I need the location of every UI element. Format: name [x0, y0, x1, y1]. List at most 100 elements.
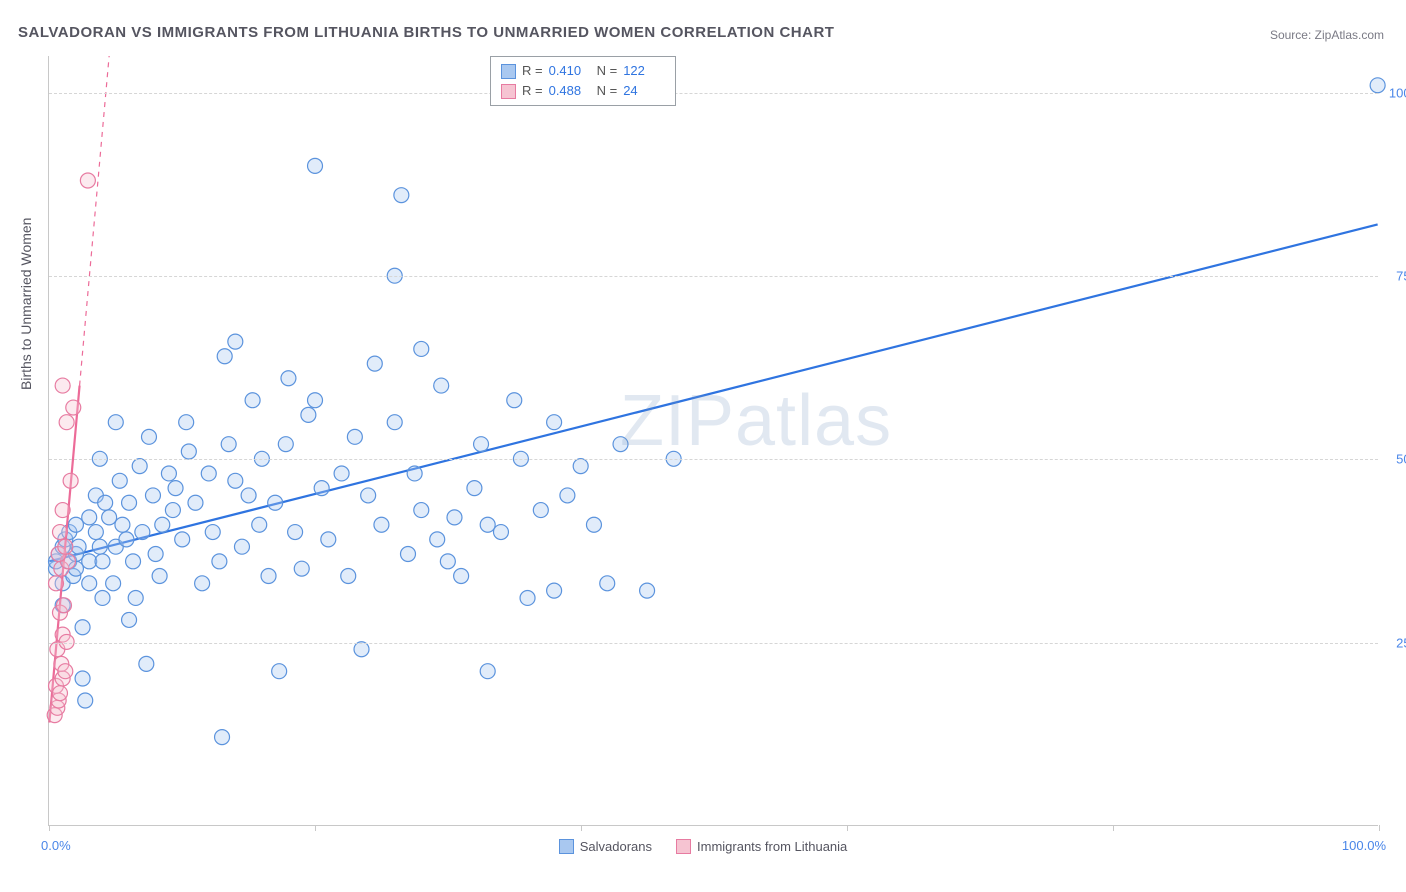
data-point-salvadorans: [454, 569, 469, 584]
data-point-salvadorans: [414, 341, 429, 356]
data-point-salvadorans: [82, 576, 97, 591]
data-point-salvadorans: [520, 590, 535, 605]
data-point-salvadorans: [354, 642, 369, 657]
data-point-salvadorans: [507, 393, 522, 408]
data-point-salvadorans: [119, 532, 134, 547]
data-point-lithuania: [80, 173, 95, 188]
data-point-salvadorans: [474, 437, 489, 452]
data-point-salvadorans: [374, 517, 389, 532]
data-point-salvadorans: [414, 503, 429, 518]
data-point-salvadorans: [68, 517, 83, 532]
data-point-salvadorans: [165, 503, 180, 518]
data-point-salvadorans: [480, 517, 495, 532]
data-point-salvadorans: [228, 473, 243, 488]
x-tick: [49, 825, 50, 831]
data-point-salvadorans: [175, 532, 190, 547]
data-point-salvadorans: [195, 576, 210, 591]
y-tick-label: 25.0%: [1396, 635, 1406, 650]
gridline-h: [49, 459, 1378, 460]
data-point-salvadorans: [155, 517, 170, 532]
data-point-salvadorans: [573, 459, 588, 474]
data-point-salvadorans: [261, 569, 276, 584]
data-point-salvadorans: [168, 481, 183, 496]
y-tick-label: 100.0%: [1389, 85, 1406, 100]
legend-N-label: N =: [597, 81, 618, 101]
legend-stat-row: R =0.488N =24: [501, 81, 665, 101]
gridline-h: [49, 276, 1378, 277]
data-point-salvadorans: [212, 554, 227, 569]
x-tick: [581, 825, 582, 831]
data-point-salvadorans: [98, 495, 113, 510]
legend-swatch: [501, 84, 516, 99]
data-point-salvadorans: [281, 371, 296, 386]
data-point-lithuania: [58, 539, 73, 554]
data-point-salvadorans: [347, 429, 362, 444]
legend-series-label: Salvadorans: [580, 839, 652, 854]
legend-item: Salvadorans: [559, 839, 652, 854]
data-point-salvadorans: [341, 569, 356, 584]
data-point-salvadorans: [75, 671, 90, 686]
data-point-salvadorans: [95, 590, 110, 605]
data-point-salvadorans: [135, 525, 150, 540]
y-tick-label: 50.0%: [1396, 452, 1406, 467]
data-point-salvadorans: [600, 576, 615, 591]
data-point-salvadorans: [434, 378, 449, 393]
data-point-lithuania: [56, 598, 71, 613]
data-point-lithuania: [49, 576, 64, 591]
x-tick: [847, 825, 848, 831]
data-point-salvadorans: [112, 473, 127, 488]
data-point-salvadorans: [161, 466, 176, 481]
data-point-salvadorans: [394, 188, 409, 203]
data-point-salvadorans: [148, 547, 163, 562]
data-point-salvadorans: [201, 466, 216, 481]
data-point-salvadorans: [440, 554, 455, 569]
data-point-lithuania: [63, 473, 78, 488]
data-point-salvadorans: [586, 517, 601, 532]
data-point-salvadorans: [480, 664, 495, 679]
data-point-salvadorans: [245, 393, 260, 408]
data-point-lithuania: [55, 378, 70, 393]
data-point-salvadorans: [533, 503, 548, 518]
data-point-lithuania: [52, 686, 67, 701]
data-point-salvadorans: [95, 554, 110, 569]
data-point-lithuania: [58, 664, 73, 679]
legend-swatch: [676, 839, 691, 854]
data-point-salvadorans: [268, 495, 283, 510]
data-point-salvadorans: [78, 693, 93, 708]
data-point-salvadorans: [387, 415, 402, 430]
legend-swatch: [559, 839, 574, 854]
data-point-salvadorans: [640, 583, 655, 598]
legend-N-value: 122: [623, 61, 665, 81]
data-point-salvadorans: [128, 590, 143, 605]
data-point-salvadorans: [88, 525, 103, 540]
data-point-salvadorans: [272, 664, 287, 679]
data-point-salvadorans: [308, 158, 323, 173]
data-point-lithuania: [55, 503, 70, 518]
data-point-salvadorans: [241, 488, 256, 503]
data-point-salvadorans: [560, 488, 575, 503]
data-point-salvadorans: [228, 334, 243, 349]
data-point-salvadorans: [301, 407, 316, 422]
data-point-salvadorans: [217, 349, 232, 364]
data-point-lithuania: [66, 400, 81, 415]
data-point-salvadorans: [361, 488, 376, 503]
data-point-salvadorans: [126, 554, 141, 569]
data-point-salvadorans: [205, 525, 220, 540]
data-point-salvadorans: [334, 466, 349, 481]
chart-plot-area: 0.0% 100.0% 25.0%50.0%75.0%100.0%: [48, 56, 1378, 826]
data-point-salvadorans: [141, 429, 156, 444]
trend-line-lithuania-dashed: [80, 56, 110, 386]
legend-R-label: R =: [522, 81, 543, 101]
data-point-salvadorans: [145, 488, 160, 503]
data-point-salvadorans: [139, 656, 154, 671]
data-point-salvadorans: [188, 495, 203, 510]
data-point-salvadorans: [467, 481, 482, 496]
legend-R-label: R =: [522, 61, 543, 81]
data-point-salvadorans: [493, 525, 508, 540]
data-point-salvadorans: [252, 517, 267, 532]
data-point-salvadorans: [447, 510, 462, 525]
data-point-salvadorans: [102, 510, 117, 525]
data-point-lithuania: [52, 525, 67, 540]
data-point-salvadorans: [221, 437, 236, 452]
x-tick: [315, 825, 316, 831]
